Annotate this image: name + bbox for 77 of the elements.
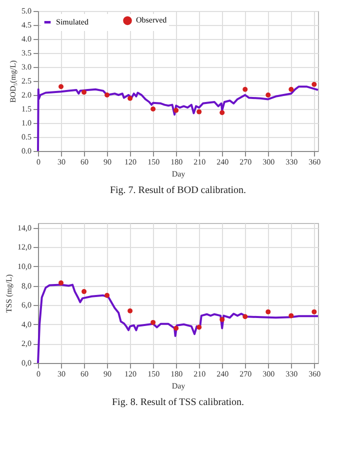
- x-tick-label: 30: [58, 158, 66, 166]
- y-tick-label: 10,0: [18, 262, 32, 271]
- point: [220, 110, 225, 116]
- point: [242, 314, 248, 320]
- point: [174, 326, 179, 331]
- point: [196, 109, 202, 114]
- y-tick-label: 0.0: [22, 146, 32, 156]
- y-tick-label: 1.0: [22, 118, 32, 128]
- x-tick-label: 300: [262, 158, 275, 166]
- y-tick-label: 4.5: [22, 20, 32, 30]
- y-tick-label: 3.0: [22, 62, 32, 72]
- y-tick-label: 0,0: [22, 358, 32, 368]
- point: [242, 86, 248, 92]
- point: [266, 309, 271, 314]
- x-tick-label: 300: [262, 370, 275, 378]
- x-tick-label: 90: [104, 158, 112, 166]
- x-tick-label: 90: [104, 370, 112, 378]
- x-tick-label: 30: [58, 370, 66, 378]
- point: [266, 92, 271, 98]
- y-tick-label: 12,0: [18, 242, 32, 252]
- y-tick-label: 2.0: [22, 90, 32, 100]
- y-tick-label: 4.0: [22, 34, 32, 44]
- y-tick-label: 2.5: [22, 76, 32, 86]
- x-tick-label: 0: [36, 370, 40, 378]
- point: [82, 90, 87, 95]
- x-tick-label: 270: [240, 370, 252, 378]
- point: [288, 86, 294, 92]
- x-tick-label: 330: [286, 370, 298, 378]
- caption: Fig. 8. Result of TSS calibration.: [112, 397, 244, 408]
- y-tick-label: 5.0: [22, 6, 32, 16]
- x-tick-label: 360: [308, 158, 321, 166]
- point: [174, 108, 179, 113]
- x-tick-label: 120: [124, 370, 137, 378]
- y-tick-label: 14,0: [18, 223, 32, 232]
- x-tick-label: 210: [194, 158, 206, 166]
- y-tick-label: 6,0: [22, 300, 32, 310]
- y-tick-label: 0.5: [22, 132, 32, 142]
- legend-label: Simulated: [56, 17, 88, 26]
- x-tick-label: 210: [194, 370, 206, 378]
- point: [104, 292, 110, 298]
- x-tick-label: 150: [148, 158, 160, 166]
- point: [150, 106, 156, 112]
- x-axis-title: Day: [172, 382, 186, 390]
- x-tick-label: 180: [170, 370, 183, 378]
- point: [312, 82, 317, 87]
- point: [58, 84, 64, 90]
- point: [82, 289, 87, 294]
- y-axis-title: BOD₅(mg/L): [8, 60, 18, 103]
- x-axis-title: Day: [172, 170, 186, 178]
- y-tick-label: 2,0: [22, 339, 32, 348]
- legend-label: Observed: [136, 16, 167, 25]
- x-tick-label: 60: [80, 158, 89, 166]
- caption: Fig. 7. Result of BOD calibration.: [110, 185, 246, 196]
- y-tick-label: 1.5: [22, 104, 32, 114]
- x-tick-label: 180: [170, 158, 183, 166]
- x-tick-label: 120: [124, 158, 137, 166]
- x-tick-label: 360: [308, 370, 321, 378]
- point: [128, 96, 133, 101]
- x-tick-label: 240: [216, 370, 229, 378]
- point: [128, 308, 133, 314]
- point: [196, 324, 202, 330]
- point: [58, 280, 64, 286]
- point: [150, 320, 156, 325]
- y-tick-label: 3.5: [22, 48, 32, 58]
- point: [104, 92, 110, 98]
- point: [288, 313, 294, 318]
- point: [220, 317, 225, 322]
- x-tick-label: 270: [240, 158, 252, 166]
- y-tick-label: 8,0: [22, 281, 32, 290]
- x-tick-label: 240: [216, 158, 229, 166]
- point: [312, 309, 317, 314]
- x-tick-label: 0: [36, 158, 40, 166]
- x-tick-label: 150: [148, 370, 160, 378]
- y-tick-label: 4,0: [22, 320, 32, 329]
- y-axis-title: TSS (mg/L): [4, 274, 14, 313]
- x-tick-label: 330: [286, 158, 298, 166]
- x-tick-label: 60: [80, 370, 89, 378]
